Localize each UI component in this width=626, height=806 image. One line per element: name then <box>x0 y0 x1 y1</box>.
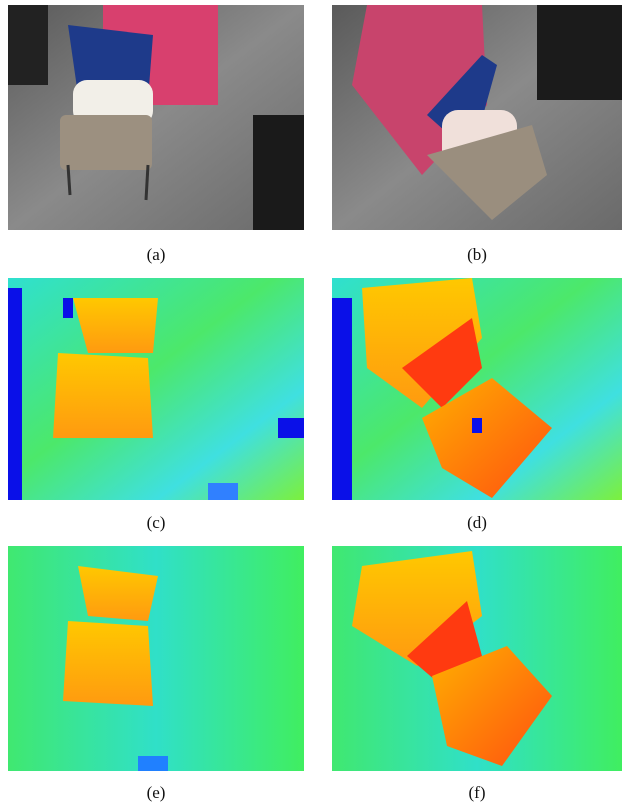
caption: (c) <box>147 513 166 532</box>
caption: (b) <box>467 245 487 264</box>
depth-e <box>8 546 304 771</box>
photo-a <box>8 5 304 230</box>
depth-d <box>332 278 622 500</box>
depth-f <box>332 546 622 771</box>
photo-b <box>332 5 622 230</box>
caption: (f) <box>469 783 486 802</box>
caption: (d) <box>467 513 487 532</box>
figure: (a) (b) (c) (d) (e) (f) <box>0 0 626 806</box>
caption: (a) <box>147 245 166 264</box>
caption: (e) <box>147 783 166 802</box>
depth-c <box>8 278 304 500</box>
